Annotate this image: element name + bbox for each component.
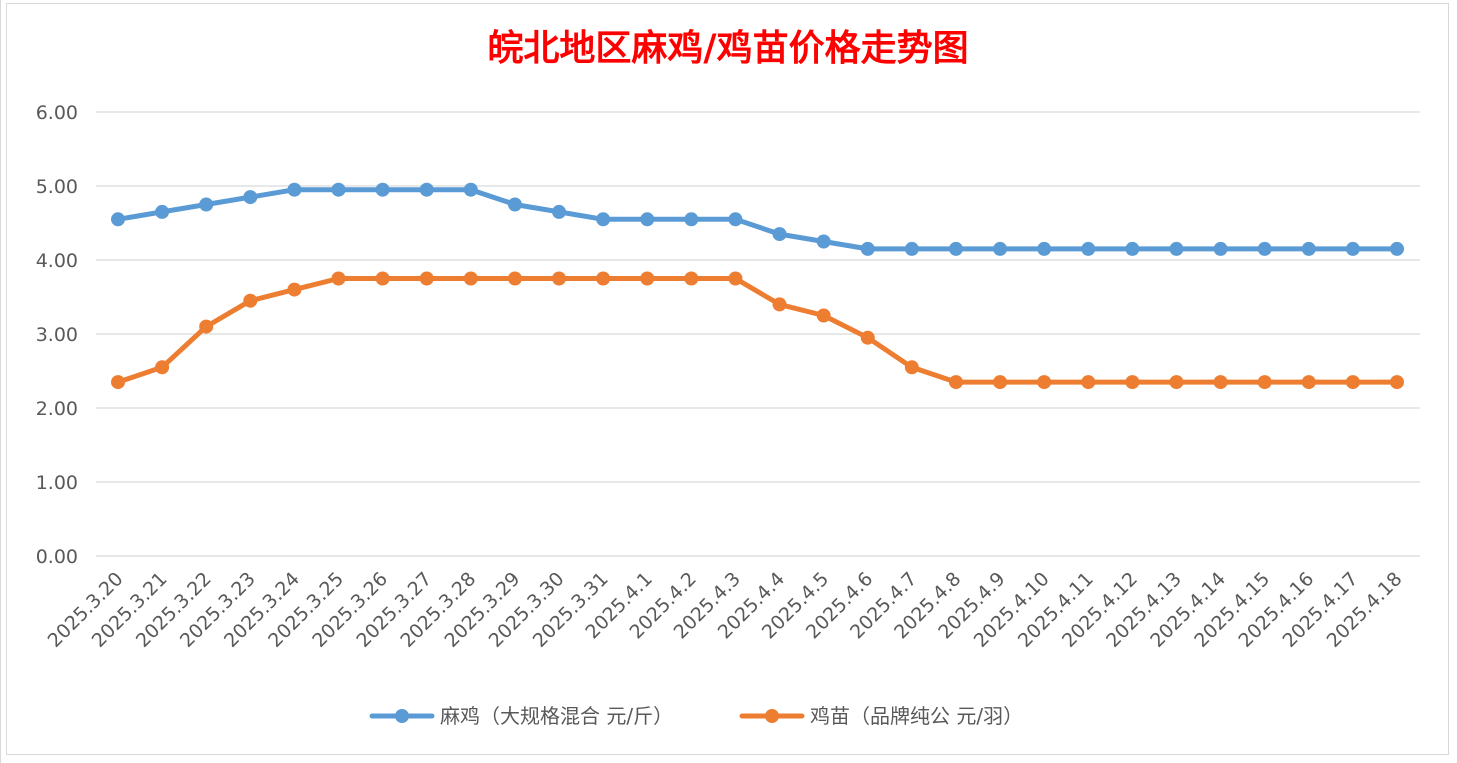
data-point: [1345, 241, 1360, 256]
chart-title: 皖北地区麻鸡/鸡苗价格走势图: [487, 27, 968, 69]
data-point: [904, 241, 919, 256]
data-point: [1301, 241, 1316, 256]
legend-item: 鸡苗（品牌纯公 元/羽）: [739, 704, 1023, 728]
data-point: [199, 319, 214, 334]
data-point: [1169, 241, 1184, 256]
data-point: [507, 271, 522, 286]
legend-label: 麻鸡（大规格混合 元/斤）: [440, 704, 673, 728]
data-point: [331, 182, 346, 197]
data-point: [772, 297, 787, 312]
data-point: [993, 375, 1008, 390]
data-point: [375, 182, 390, 197]
data-point: [375, 271, 390, 286]
legend-label: 鸡苗（品牌纯公 元/羽）: [810, 704, 1023, 728]
y-tick-label: 2.00: [36, 398, 78, 420]
data-point: [111, 375, 125, 390]
data-point: [640, 271, 655, 286]
data-point: [1213, 375, 1228, 390]
data-point: [816, 308, 831, 323]
data-point: [1081, 241, 1096, 256]
data-point: [1037, 375, 1052, 390]
data-point: [1345, 375, 1360, 390]
data-point: [419, 182, 434, 197]
data-point: [1081, 375, 1096, 390]
data-point: [1125, 241, 1140, 256]
data-point: [948, 241, 963, 256]
data-point: [596, 212, 611, 227]
chart-frame: [6, 3, 1449, 755]
data-point: [1301, 375, 1316, 390]
data-point: [860, 241, 875, 256]
y-tick-label: 4.00: [36, 250, 78, 272]
data-point: [1213, 241, 1228, 256]
data-point: [728, 212, 743, 227]
y-tick-label: 0.00: [36, 546, 78, 568]
data-point: [419, 271, 434, 286]
data-point: [1390, 375, 1404, 390]
data-point: [993, 241, 1008, 256]
x-axis-ticks: 2025.3.202025.3.212025.3.222025.3.232025…: [44, 568, 1407, 652]
data-point: [684, 212, 699, 227]
y-tick-label: 5.00: [36, 176, 78, 198]
data-point: [243, 190, 258, 205]
data-point: [155, 204, 170, 219]
data-point: [111, 212, 125, 227]
data-point: [596, 271, 611, 286]
data-point: [948, 375, 963, 390]
data-point: [816, 234, 831, 249]
data-point: [287, 182, 302, 197]
data-point: [507, 197, 522, 212]
data-point: [860, 330, 875, 345]
series-line: [115, 187, 1400, 252]
data-point: [331, 271, 346, 286]
series-1: [111, 182, 1404, 256]
data-point: [243, 293, 258, 308]
y-tick-label: 1.00: [36, 472, 78, 494]
series-line: [115, 276, 1400, 385]
data-point: [1169, 375, 1184, 390]
data-point: [1257, 375, 1272, 390]
y-axis-ticks: 0.00 1.00 2.00 3.00 4.00 5.00 6.00: [36, 102, 78, 568]
data-point: [772, 227, 787, 242]
grid-lines: [96, 111, 1420, 557]
data-point: [287, 282, 302, 297]
data-point: [199, 197, 214, 212]
data-point: [1037, 241, 1052, 256]
data-point: [1390, 241, 1404, 256]
data-point: [728, 271, 743, 286]
data-point: [904, 360, 919, 375]
y-tick-label: 3.00: [36, 324, 78, 346]
data-point: [552, 271, 567, 286]
data-point: [640, 212, 655, 227]
legend-swatch-marker: [395, 709, 409, 723]
legend-item: 麻鸡（大规格混合 元/斤）: [369, 704, 673, 728]
data-point: [155, 360, 170, 375]
series-layer: [111, 182, 1404, 390]
legend: 麻鸡（大规格混合 元/斤） 鸡苗（品牌纯公 元/羽）: [369, 704, 1023, 728]
data-point: [1125, 375, 1140, 390]
y-tick-label: 6.00: [36, 102, 78, 124]
data-point: [463, 182, 478, 197]
data-point: [684, 271, 699, 286]
data-point: [463, 271, 478, 286]
data-point: [552, 204, 567, 219]
legend-swatch-marker: [765, 709, 779, 723]
series-2: [111, 271, 1404, 390]
data-point: [1257, 241, 1272, 256]
